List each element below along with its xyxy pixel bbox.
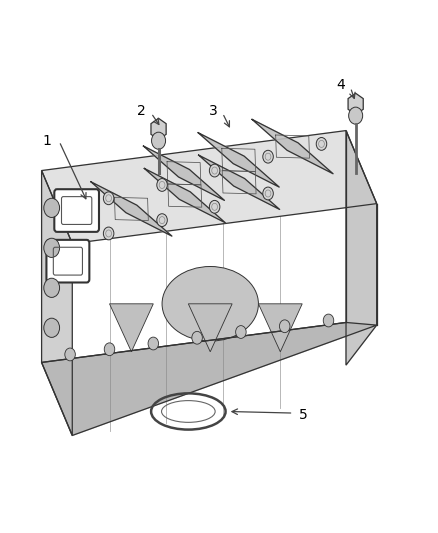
Ellipse shape: [162, 266, 258, 341]
Circle shape: [104, 343, 115, 356]
Circle shape: [44, 278, 60, 297]
Circle shape: [157, 179, 167, 191]
Circle shape: [152, 132, 166, 149]
Text: 2: 2: [137, 104, 145, 118]
Circle shape: [44, 238, 60, 257]
Circle shape: [65, 348, 75, 361]
Polygon shape: [91, 182, 172, 236]
Polygon shape: [42, 322, 377, 435]
Polygon shape: [199, 155, 279, 209]
Polygon shape: [188, 304, 232, 352]
Polygon shape: [143, 146, 224, 200]
Polygon shape: [348, 93, 363, 115]
Circle shape: [148, 337, 159, 350]
Circle shape: [263, 150, 273, 163]
Text: 4: 4: [336, 78, 345, 92]
Polygon shape: [151, 118, 166, 140]
Polygon shape: [42, 131, 377, 244]
Circle shape: [44, 318, 60, 337]
Polygon shape: [198, 133, 279, 187]
Circle shape: [236, 326, 246, 338]
FancyBboxPatch shape: [54, 189, 99, 232]
Circle shape: [103, 227, 114, 240]
Text: 5: 5: [299, 408, 307, 422]
Circle shape: [263, 187, 273, 200]
Polygon shape: [252, 119, 333, 174]
Polygon shape: [346, 131, 377, 365]
Circle shape: [209, 200, 220, 213]
Circle shape: [44, 198, 60, 217]
Circle shape: [157, 214, 167, 227]
FancyBboxPatch shape: [46, 240, 89, 282]
Text: 1: 1: [43, 134, 52, 148]
Polygon shape: [144, 168, 225, 223]
Polygon shape: [258, 304, 302, 352]
Text: 3: 3: [209, 104, 218, 118]
Circle shape: [316, 138, 327, 150]
Polygon shape: [110, 304, 153, 352]
Polygon shape: [42, 171, 72, 435]
Circle shape: [323, 314, 334, 327]
Circle shape: [209, 164, 220, 177]
Circle shape: [192, 332, 202, 344]
Circle shape: [349, 107, 363, 124]
Circle shape: [279, 320, 290, 333]
Circle shape: [103, 192, 114, 205]
